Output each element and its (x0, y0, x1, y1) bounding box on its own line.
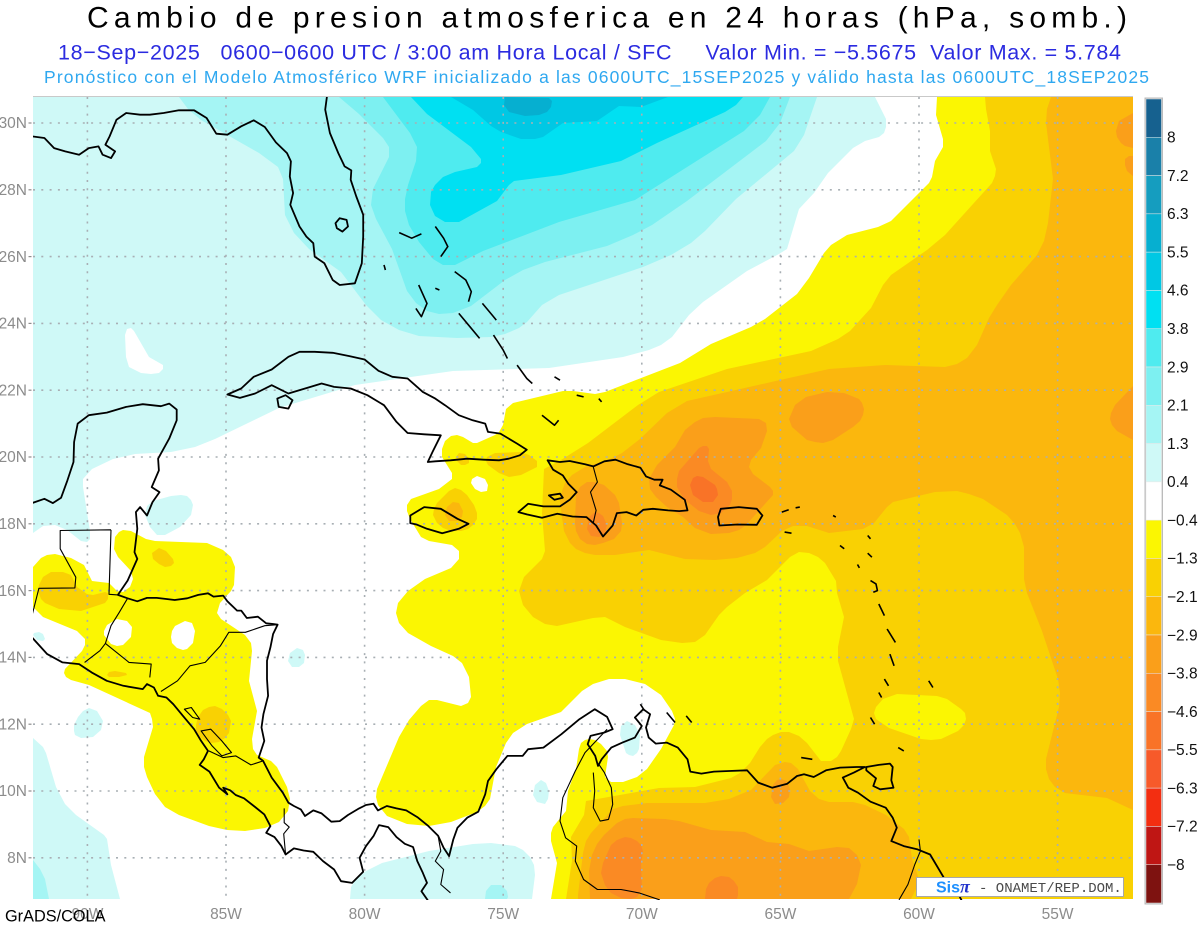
svg-text:−6.3: −6.3 (1167, 780, 1198, 797)
svg-text:7.2: 7.2 (1167, 168, 1189, 185)
svg-text:80W: 80W (349, 906, 381, 923)
svg-text:GrADS/COLA: GrADS/COLA (5, 908, 106, 926)
svg-text:55W: 55W (1042, 906, 1074, 923)
svg-text:−4.6: −4.6 (1167, 704, 1198, 721)
svg-text:18N: 18N (0, 516, 27, 533)
svg-text:8N: 8N (7, 850, 27, 867)
svg-text:30N: 30N (0, 115, 27, 132)
svg-text:- ONAMET/REP.DOM.: - ONAMET/REP.DOM. (979, 881, 1122, 897)
svg-text:24N: 24N (0, 316, 27, 333)
svg-text:0.4: 0.4 (1167, 474, 1189, 491)
svg-text:65W: 65W (764, 906, 796, 923)
svg-text:−0.4: −0.4 (1167, 512, 1198, 529)
svg-text:10N: 10N (0, 783, 27, 800)
svg-text:−1.3: −1.3 (1167, 551, 1198, 568)
svg-text:28N: 28N (0, 182, 27, 199)
svg-text:2.1: 2.1 (1167, 398, 1189, 415)
svg-text:75W: 75W (487, 906, 519, 923)
svg-text:−2.1: −2.1 (1167, 589, 1198, 606)
svg-text:Sisπ: Sisπ (936, 877, 971, 897)
svg-text:8: 8 (1167, 130, 1176, 147)
svg-text:−2.9: −2.9 (1167, 627, 1198, 644)
svg-text:6.3: 6.3 (1167, 206, 1189, 223)
svg-text:70W: 70W (626, 906, 658, 923)
svg-text:20N: 20N (0, 449, 27, 466)
svg-text:12N: 12N (0, 716, 27, 733)
svg-text:85W: 85W (210, 906, 242, 923)
svg-text:1.3: 1.3 (1167, 436, 1189, 453)
svg-text:Pronóstico con el Modelo Atmos: Pronóstico con el Modelo Atmosférico WRF… (44, 67, 1149, 88)
svg-text:4.6: 4.6 (1167, 283, 1189, 300)
svg-text:60W: 60W (903, 906, 935, 923)
svg-text:3.8: 3.8 (1167, 321, 1189, 338)
svg-text:16N: 16N (0, 583, 27, 600)
svg-text:5.5: 5.5 (1167, 244, 1189, 261)
svg-text:−3.8: −3.8 (1167, 666, 1198, 683)
svg-text:−5.5: −5.5 (1167, 742, 1198, 759)
svg-text:2.9: 2.9 (1167, 359, 1189, 376)
svg-text:14N: 14N (0, 650, 27, 667)
svg-text:22N: 22N (0, 382, 27, 399)
svg-text:18−Sep−2025 0600−0600 UTC /: 18−Sep−2025 0600−0600 UTC / 3:00 am Hora… (58, 41, 1121, 65)
svg-text:26N: 26N (0, 249, 27, 266)
svg-text:−8: −8 (1167, 857, 1185, 874)
svg-text:90W: 90W (71, 906, 103, 923)
svg-text:−7.2: −7.2 (1167, 819, 1198, 836)
